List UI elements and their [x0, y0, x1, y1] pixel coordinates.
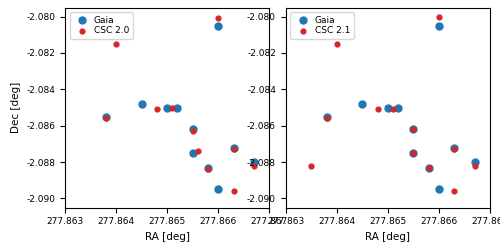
Gaia [358, 102, 366, 106]
CSC 2.0 [230, 189, 237, 193]
Gaia [470, 160, 478, 164]
CSC 2.0 [230, 147, 237, 151]
Gaia [410, 127, 418, 131]
Gaia [214, 24, 222, 28]
CSC 2.0 [250, 164, 258, 168]
CSC 2.1 [410, 151, 418, 155]
Gaia [384, 106, 392, 110]
CSC 2.0 [204, 167, 212, 171]
Gaia [435, 24, 443, 28]
CSC 2.0 [153, 107, 161, 111]
Gaia [410, 151, 418, 155]
CSC 2.1 [410, 127, 418, 131]
Gaia [163, 106, 171, 110]
Gaia [102, 114, 110, 118]
Gaia [250, 160, 258, 164]
Gaia [394, 106, 402, 110]
CSC 2.1 [450, 147, 458, 151]
CSC 2.1 [322, 116, 330, 120]
X-axis label: RA [deg]: RA [deg] [366, 232, 410, 242]
CSC 2.0 [214, 16, 222, 20]
Legend: Gaia, CSC 2.1: Gaia, CSC 2.1 [290, 12, 354, 39]
Gaia [214, 187, 222, 191]
Gaia [204, 166, 212, 170]
CSC 2.1 [424, 166, 432, 170]
Gaia [322, 114, 330, 118]
Legend: Gaia, CSC 2.0: Gaia, CSC 2.0 [70, 12, 133, 39]
CSC 2.1 [470, 164, 478, 168]
CSC 2.1 [450, 189, 458, 193]
Y-axis label: Dec [deg]: Dec [deg] [10, 82, 20, 133]
X-axis label: RA [deg]: RA [deg] [144, 232, 190, 242]
Gaia [450, 146, 458, 150]
CSC 2.1 [307, 164, 315, 168]
CSC 2.0 [112, 42, 120, 46]
CSC 2.0 [102, 116, 110, 120]
CSC 2.0 [194, 149, 202, 153]
CSC 2.1 [374, 107, 382, 111]
CSC 2.1 [435, 14, 443, 18]
Gaia [188, 127, 196, 131]
Gaia [424, 166, 432, 170]
CSC 2.1 [389, 107, 397, 111]
Gaia [188, 151, 196, 155]
Gaia [138, 102, 145, 106]
Gaia [435, 187, 443, 191]
CSC 2.1 [333, 42, 341, 46]
CSC 2.0 [168, 106, 176, 110]
Gaia [230, 146, 237, 150]
CSC 2.0 [188, 129, 196, 133]
Gaia [174, 106, 182, 110]
